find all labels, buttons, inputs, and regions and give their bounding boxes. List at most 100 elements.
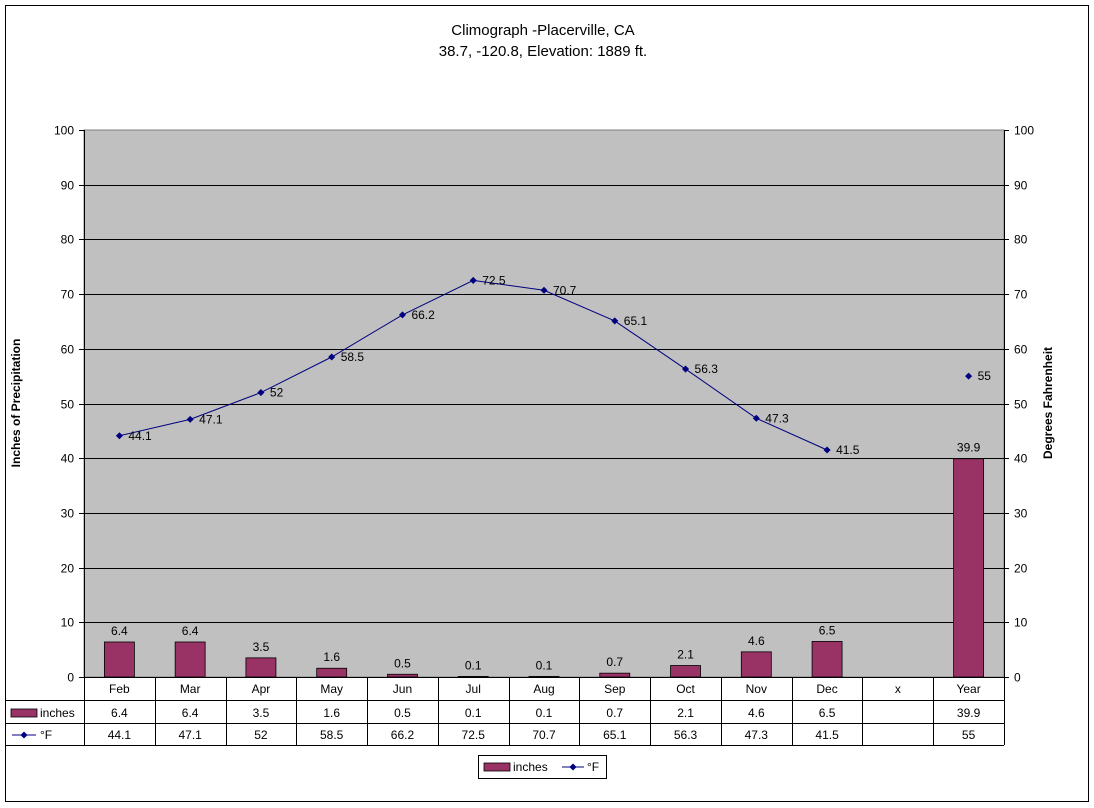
precipitation-bars [103,458,985,678]
bar-value-label: 2.1 [677,648,694,662]
temperature-value-label: 47.3 [765,411,789,425]
bar-value-label: 0.7 [606,655,623,669]
bar [245,657,277,678]
temperature-value-label: 52 [270,386,284,400]
temperature-value-label: 66.2 [411,308,435,322]
temperature-point [752,414,760,422]
right-tick-label: 100 [1014,124,1034,138]
left-tick-label: 60 [61,343,75,357]
category-label: Year [956,682,980,696]
left-axis-ticks: 0 10 20 30 40 50 60 70 80 90 100 [54,124,85,685]
bar-value-label: 0.1 [465,658,482,672]
temperature-value-label: 56.3 [695,362,719,376]
table-cell-inches: 39.9 [957,706,981,720]
left-tick-label: 10 [61,616,75,630]
temperature-point [611,317,619,325]
legend-swatch-inches [483,762,511,772]
temperature-point [469,276,477,284]
left-tick-label: 100 [54,124,74,138]
legend-label-inches: inches [513,760,548,774]
table-legend-swatch-inches [10,708,38,718]
temperature-point [540,286,548,294]
left-tick-label: 50 [61,398,75,412]
temperature-value-label: 55 [978,369,992,383]
table-cell-inches: 0.5 [394,706,411,720]
table-cell-temp: 58.5 [320,728,344,742]
category-label: Oct [676,682,695,696]
right-tick-label: 20 [1014,562,1028,576]
table-cell-inches: 3.5 [253,706,270,720]
temperature-point [682,365,690,373]
temperature-value-label: 44.1 [128,429,152,443]
table-cell-inches: 0.1 [465,706,482,720]
right-axis-ticks: 0 10 20 30 40 50 60 70 80 90 100 [1004,124,1034,685]
temperature-point [186,415,194,423]
temperature-point [823,446,831,454]
table-cell-temp: 47.3 [745,728,769,742]
table-cell-inches: 0.7 [606,706,623,720]
bar-value-label: 1.6 [323,650,340,664]
category-label: Feb [109,682,130,696]
temperature-point [257,389,265,397]
category-label: Dec [816,682,837,696]
left-axis-title: Inches of Precipitation [9,339,23,468]
temperature-point [398,311,406,319]
left-tick-label: 0 [67,671,74,685]
table-cell-inches: 6.5 [819,706,836,720]
right-tick-label: 60 [1014,343,1028,357]
category-label: Nov [746,682,767,696]
left-tick-label: 90 [61,179,75,193]
category-label: Jun [393,682,412,696]
category-label: May [320,682,343,696]
temperature-value-label: 70.7 [553,283,577,297]
temperature-value-label: 72.5 [482,273,506,287]
table-cell-inches: 2.1 [677,706,694,720]
bar [670,665,701,678]
left-tick-label: 70 [61,288,75,302]
right-tick-label: 50 [1014,398,1028,412]
chart-title: Climograph -Placerville, CA [451,22,634,39]
left-tick-label: 80 [61,233,75,247]
table-cell-inches: 6.4 [111,706,128,720]
bar-value-label: 4.6 [748,634,765,648]
data-table: Feb 6.4 44.1 Mar 6.4 47.1 Apr 3.5 52 May 1.6 58.5 Ju… [5,677,1005,746]
category-label: Sep [604,682,626,696]
bar [811,641,843,678]
bar-value-label: 39.9 [957,441,981,455]
bar [953,458,985,678]
legend: inches °F [478,755,607,779]
bar-value-label: 0.5 [394,656,411,670]
category-label: Aug [533,682,554,696]
temperature-value-label: 58.5 [341,350,365,364]
right-axis-title: Degrees Fahrenheit [1041,347,1055,459]
bar [528,676,560,678]
temperature-value-label: 41.5 [836,443,860,457]
table-cell-temp: 55 [962,728,976,742]
bar-value-label: 0.1 [536,658,553,672]
category-label: x [895,682,901,696]
table-cell-inches: 6.4 [182,706,199,720]
right-tick-label: 70 [1014,288,1028,302]
plot-area [83,129,1005,678]
bar-value-label: 6.4 [111,624,128,638]
left-tick-label: 30 [61,507,75,521]
bar [174,641,206,678]
right-tick-label: 90 [1014,179,1028,193]
temperature-point [115,432,123,440]
legend-label-temp: °F [587,760,599,774]
table-cell-temp: 41.5 [815,728,839,742]
right-tick-label: 40 [1014,452,1028,466]
chart-subtitle: 38.7, -120.8, Elevation: 1889 ft. [439,43,647,60]
bar-value-label: 6.4 [182,624,199,638]
bar [599,672,631,678]
category-label: Apr [252,682,271,696]
table-cell-temp: 66.2 [391,728,415,742]
table-cell-temp: 56.3 [674,728,698,742]
table-cell-inches: 1.6 [323,706,340,720]
table-cell-temp: 47.1 [178,728,202,742]
table-cell-temp: 70.7 [532,728,556,742]
data-labels: 6.4 6.4 3.5 1.6 0.5 0.1 0.1 0.7 2.1 4.6 6.5 39.9 44.… [111,273,991,672]
table-row-header-temp: °F [40,728,52,742]
category-label: Jul [466,682,481,696]
